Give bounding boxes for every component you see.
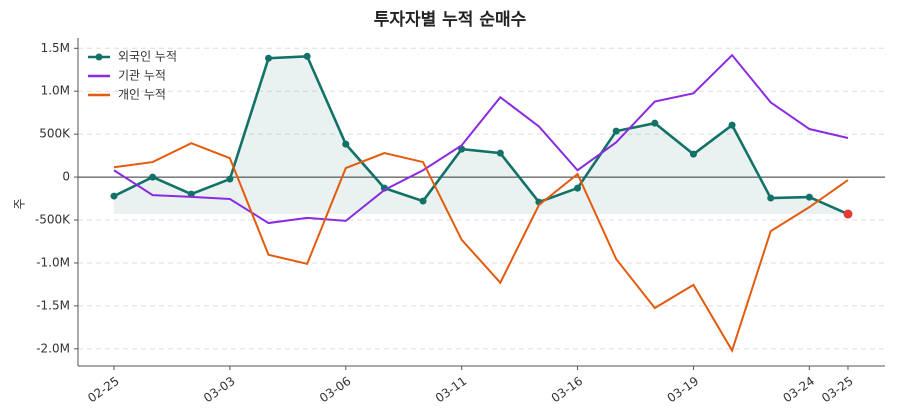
point — [767, 194, 775, 202]
line — [113, 142, 849, 353]
point — [419, 197, 427, 205]
legend-label: 개인 누적 — [118, 88, 166, 102]
x-tick-label: 03-24 — [780, 374, 817, 405]
line — [113, 53, 849, 225]
x-tick-label: 03-19 — [665, 374, 702, 405]
legend-marker — [95, 53, 103, 61]
point — [651, 119, 659, 127]
point — [574, 184, 582, 192]
x-tick-label: 03-03 — [201, 374, 238, 405]
x-tick-label: 03-16 — [549, 374, 586, 405]
y-tick-label: 500K — [39, 127, 71, 141]
point — [110, 192, 118, 200]
point — [612, 127, 620, 135]
point — [843, 209, 853, 219]
point — [689, 150, 697, 158]
y-tick-label: 1.5M — [41, 41, 70, 55]
point — [265, 54, 273, 62]
y-axis-label: 주 — [13, 198, 27, 209]
x-tick-label: 03-11 — [433, 374, 470, 405]
legend-label: 외국인 누적 — [118, 50, 177, 64]
y-tick-label: -2.0M — [36, 341, 70, 355]
point — [342, 140, 350, 148]
point — [226, 175, 234, 183]
x-tick-label: 03-25 — [819, 374, 856, 405]
y-tick-label: -1.0M — [36, 255, 70, 269]
x-tick-label: 03-06 — [317, 374, 354, 405]
point — [496, 149, 504, 157]
point — [728, 121, 736, 129]
y-tick-label: -1.5M — [36, 298, 70, 312]
point — [303, 52, 311, 60]
y-tick-label: -500K — [35, 213, 71, 227]
legend-label: 기관 누적 — [118, 69, 166, 83]
line — [113, 54, 849, 216]
y-tick-label: 1.0M — [41, 84, 70, 98]
y-tick-label: 0 — [62, 170, 70, 184]
point — [805, 193, 813, 201]
chart-title: 투자자별 누적 순매수 — [374, 10, 527, 30]
x-tick-label: 02-25 — [85, 374, 122, 405]
area — [114, 56, 848, 215]
point — [149, 173, 157, 181]
